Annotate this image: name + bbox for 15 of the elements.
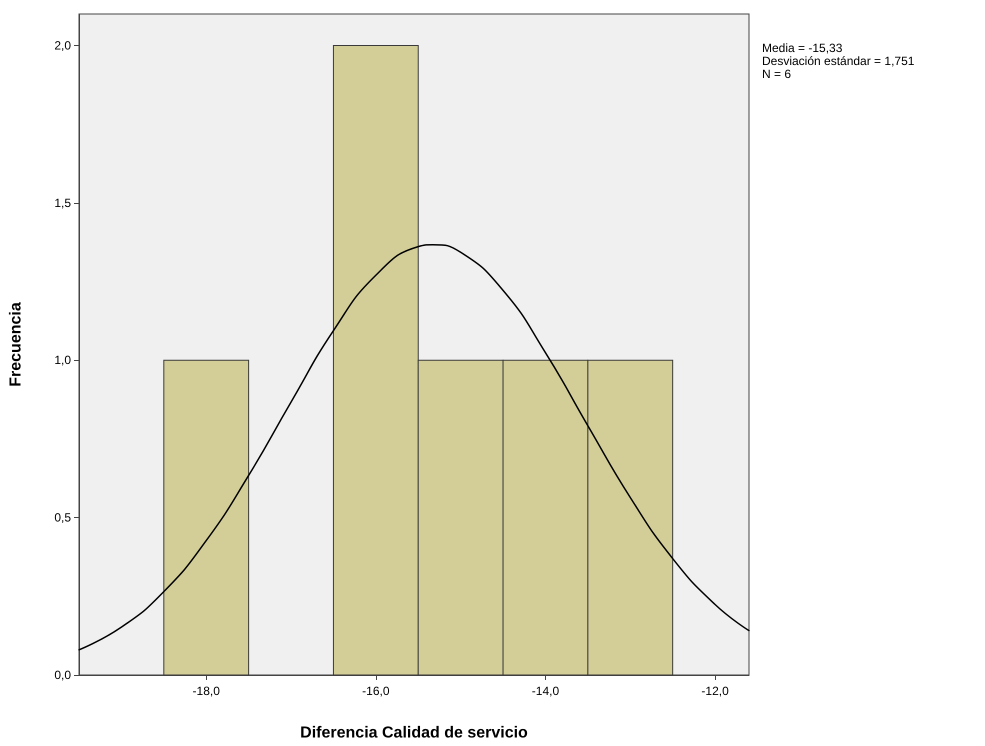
text: Media = -15,33 (762, 41, 843, 55)
x-tick-label: -14,0 (532, 684, 560, 698)
y-tick-label: 1,0 (54, 353, 72, 368)
y-tick-label: 0,0 (54, 668, 72, 682)
line-series (78, 244, 750, 651)
y-tick-label: 2,0 (54, 38, 72, 52)
x-tick-label: -18,0 (192, 684, 220, 698)
text: Desviación estándar = 1,751 (762, 54, 915, 68)
text: N = 6 (762, 67, 792, 81)
x-tick-label: -16,0 (362, 684, 390, 698)
x-axis-title: Diferencia Calidad de servicio (300, 724, 528, 742)
x-tick-label: -12,0 (701, 684, 730, 698)
y-tick-label: 1,5 (54, 196, 72, 210)
y-axis-title: Frecuencia (8, 302, 24, 387)
y-tick-label: 0,5 (54, 510, 72, 525)
